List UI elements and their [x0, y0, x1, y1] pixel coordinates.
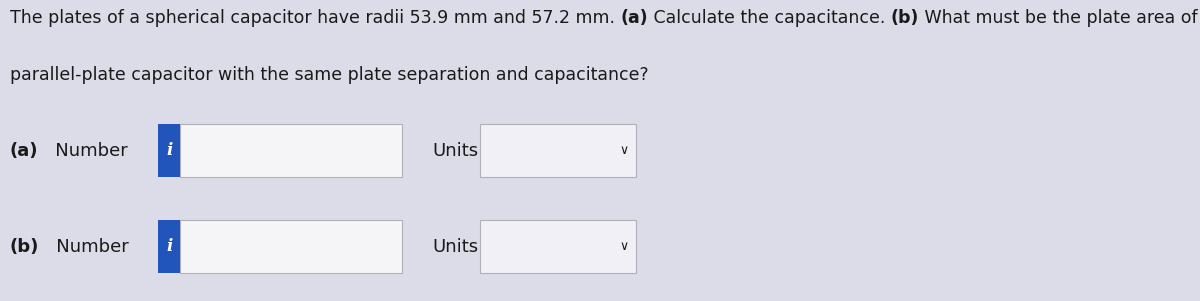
Text: i: i — [166, 142, 173, 159]
FancyBboxPatch shape — [180, 220, 402, 273]
FancyBboxPatch shape — [158, 124, 180, 177]
Text: ∨: ∨ — [619, 144, 629, 157]
Text: Calculate the capacitance.: Calculate the capacitance. — [648, 9, 890, 27]
FancyBboxPatch shape — [180, 124, 402, 177]
Text: (b): (b) — [10, 238, 38, 256]
Text: Units: Units — [432, 141, 478, 160]
Text: Units: Units — [432, 238, 478, 256]
Text: i: i — [166, 238, 173, 255]
FancyBboxPatch shape — [480, 220, 636, 273]
Text: (a): (a) — [620, 9, 648, 27]
Text: parallel-plate capacitor with the same plate separation and capacitance?: parallel-plate capacitor with the same p… — [10, 66, 648, 84]
Text: (a): (a) — [10, 141, 38, 160]
Text: (b): (b) — [890, 9, 919, 27]
Text: The plates of a spherical capacitor have radii 53.9 mm and 57.2 mm.: The plates of a spherical capacitor have… — [10, 9, 620, 27]
Text: Number: Number — [38, 238, 128, 256]
Text: Number: Number — [38, 141, 128, 160]
Text: What must be the plate area of a: What must be the plate area of a — [919, 9, 1200, 27]
Text: ∨: ∨ — [619, 240, 629, 253]
FancyBboxPatch shape — [158, 220, 180, 273]
FancyBboxPatch shape — [480, 124, 636, 177]
